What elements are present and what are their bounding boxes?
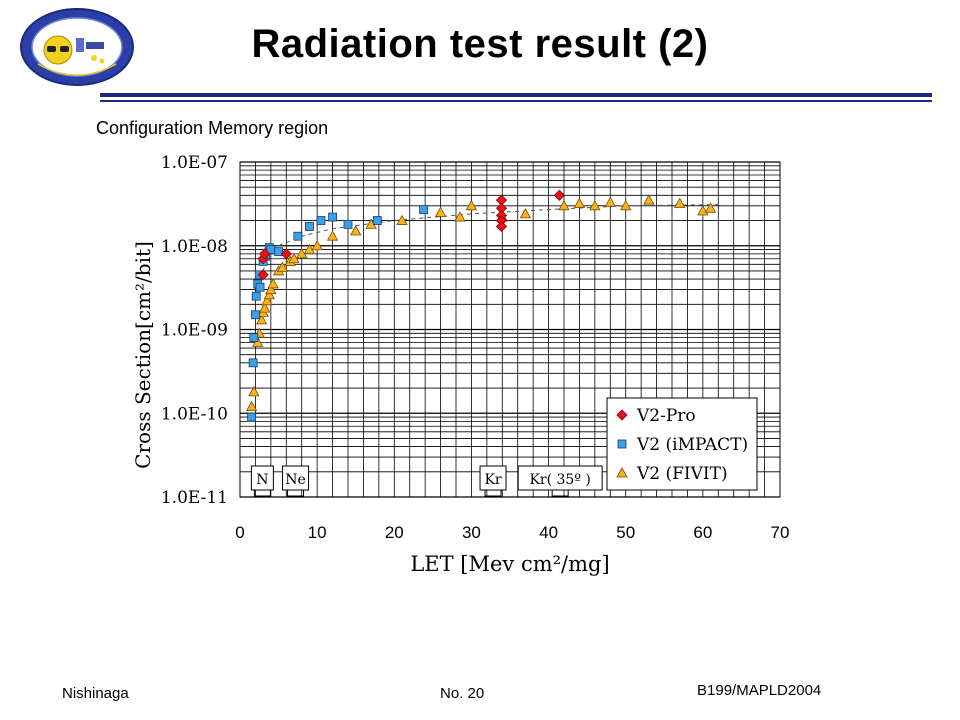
- point-square: [316, 216, 326, 225]
- x-tick-label: 40: [539, 523, 558, 542]
- x-tick-label: 60: [693, 523, 712, 542]
- point-triangle: [245, 400, 258, 412]
- point-triangle: [604, 196, 616, 207]
- point-triangle: [519, 208, 532, 219]
- point-triangle: [620, 199, 632, 211]
- header-rule-thick: [100, 93, 932, 97]
- y-tick-label: 1.0E-08: [161, 237, 228, 257]
- point-square: [305, 222, 314, 231]
- y-tick-label: 1.0E-10: [161, 404, 228, 424]
- point-triangle: [465, 199, 478, 211]
- ion-label: Kr: [484, 472, 501, 488]
- point-triangle: [311, 239, 323, 251]
- point-triangle: [643, 194, 655, 205]
- y-tick-label: 1.0E-07: [161, 153, 228, 173]
- x-tick-label: 0: [235, 523, 244, 542]
- legend-label: V2 (FIVIT): [636, 464, 728, 484]
- data-points: [245, 189, 717, 422]
- legend-marker-triangle: [616, 467, 628, 478]
- axis-labels: LET [Mev cm²/mg] Cross Section[cm²/bit]: [131, 241, 610, 576]
- point-square: [255, 282, 265, 292]
- ion-box: [479, 465, 507, 491]
- point-diamond: [259, 248, 271, 260]
- point-triangle: [434, 206, 447, 217]
- point-square: [274, 247, 283, 257]
- y-axis-label: Cross Section[cm²/bit]: [131, 241, 155, 469]
- ion-annotations: N Ne Kr Kr( 35º ): [250, 465, 603, 497]
- point-triangle: [263, 288, 275, 300]
- point-triangle: [248, 386, 260, 397]
- page-title: Radiation test result (2): [251, 22, 709, 66]
- point-square: [248, 358, 258, 368]
- point-square: [328, 212, 337, 222]
- ion-box: [250, 465, 274, 491]
- point-square: [249, 333, 259, 343]
- point-square: [419, 205, 429, 215]
- point-square: [251, 310, 260, 320]
- point-triangle: [259, 302, 271, 313]
- x-tick-label: 30: [462, 523, 481, 542]
- point-triangle: [261, 294, 273, 306]
- point-square: [251, 291, 261, 301]
- legend-label: V2-Pro: [636, 406, 696, 426]
- x-tick-label: 20: [385, 523, 404, 542]
- point-square: [343, 219, 353, 229]
- chart-legend: V2-Pro V2 (iMPACT) V2 (FIVIT): [606, 397, 758, 491]
- footer-page-number: No. 20: [440, 685, 485, 702]
- ion-label: Kr( 35º ): [529, 472, 590, 488]
- legend-marker-square: [617, 439, 627, 449]
- point-triangle: [396, 214, 408, 225]
- point-triangle: [697, 205, 709, 216]
- ion-label: N: [256, 472, 268, 488]
- point-triangle: [573, 197, 586, 208]
- footer-reference: B199/MAPLD2004: [697, 682, 822, 699]
- chart-subtitle: Configuration Memory region: [96, 118, 329, 138]
- ion-box: [517, 465, 603, 491]
- ion-bracket: [551, 490, 569, 497]
- x-tick-label: 10: [308, 523, 327, 542]
- point-diamond: [280, 248, 292, 260]
- point-diamond: [553, 189, 565, 201]
- point-triangle: [558, 199, 570, 211]
- legend-marker-diamond: [616, 409, 628, 421]
- point-triangle: [267, 278, 279, 289]
- point-triangle: [276, 261, 289, 272]
- point-triangle: [255, 314, 268, 325]
- satellite-logo: [20, 8, 134, 86]
- ion-bracket: [253, 490, 271, 497]
- point-diamond: [257, 269, 269, 281]
- point-diamond: [495, 220, 508, 233]
- point-square: [372, 216, 382, 225]
- x-axis-label: LET [Mev cm²/mg]: [410, 552, 609, 576]
- x-tick-label: 50: [616, 523, 635, 542]
- ion-bracket: [484, 490, 502, 497]
- legend-box: [606, 397, 758, 491]
- ion-box: [282, 465, 310, 491]
- legend-label: V2 (iMPACT): [636, 435, 748, 455]
- ion-label: Ne: [285, 472, 306, 488]
- header-rule-thin: [100, 100, 932, 102]
- point-triangle: [303, 243, 316, 254]
- y-tick-label: 1.0E-09: [161, 321, 228, 341]
- point-triangle: [350, 225, 362, 236]
- point-triangle: [454, 211, 466, 222]
- point-triangle: [704, 202, 717, 213]
- point-triangle: [265, 283, 277, 294]
- y-tick-label: 1.0E-11: [161, 488, 228, 508]
- point-triangle: [326, 230, 339, 241]
- point-triangle: [589, 199, 601, 211]
- point-square: [247, 412, 256, 422]
- footer-author: Nishinaga: [62, 685, 129, 702]
- point-triangle: [674, 197, 686, 208]
- chart-ticks: 0 10 20 30 40 50 60 70 1.0E-11 1.0E-10 1.0E-09 1.0E…: [161, 153, 790, 542]
- ion-bracket: [287, 490, 305, 497]
- point-square: [293, 231, 303, 241]
- x-tick-label: 70: [771, 523, 790, 542]
